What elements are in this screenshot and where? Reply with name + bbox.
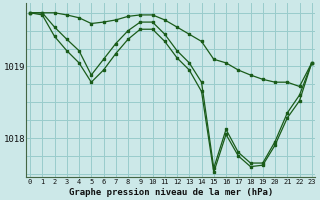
X-axis label: Graphe pression niveau de la mer (hPa): Graphe pression niveau de la mer (hPa) bbox=[69, 188, 273, 197]
